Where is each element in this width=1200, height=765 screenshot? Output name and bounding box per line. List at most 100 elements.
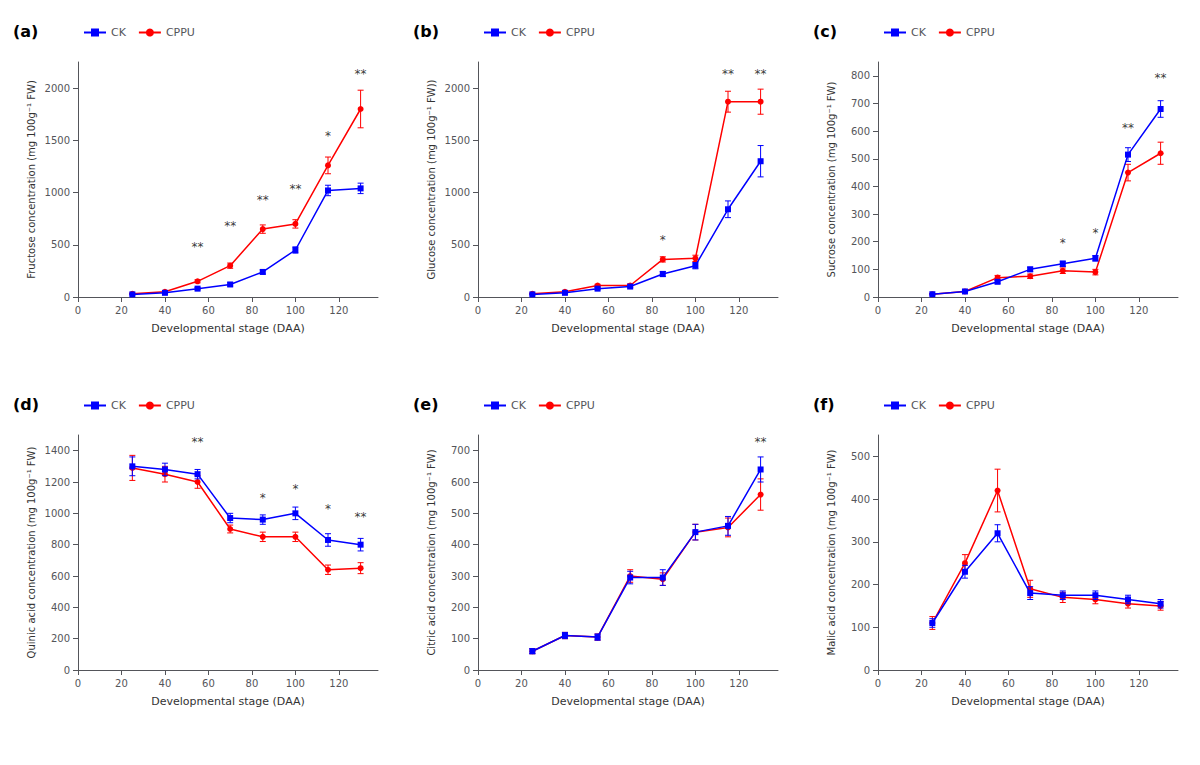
svg-text:1500: 1500 bbox=[445, 135, 470, 146]
svg-text:600: 600 bbox=[51, 571, 70, 582]
svg-text:CK: CK bbox=[511, 399, 527, 412]
svg-text:0: 0 bbox=[475, 305, 481, 316]
svg-text:80: 80 bbox=[1046, 678, 1059, 689]
svg-text:*: * bbox=[1060, 236, 1066, 250]
svg-text:1200: 1200 bbox=[45, 477, 70, 488]
svg-text:**: ** bbox=[1155, 71, 1167, 85]
svg-text:80: 80 bbox=[646, 678, 659, 689]
svg-text:CK: CK bbox=[511, 26, 527, 39]
svg-text:20: 20 bbox=[915, 305, 928, 316]
svg-text:Developmental stage (DAA): Developmental stage (DAA) bbox=[951, 695, 1105, 708]
svg-text:CK: CK bbox=[911, 399, 927, 412]
svg-text:Citric acid concentration (mg: Citric acid concentration (mg 100g⁻¹ FW) bbox=[426, 449, 437, 655]
svg-text:100: 100 bbox=[286, 305, 305, 316]
svg-text:100: 100 bbox=[286, 678, 305, 689]
svg-text:CPPU: CPPU bbox=[566, 26, 595, 39]
svg-text:700: 700 bbox=[851, 98, 870, 109]
svg-text:700: 700 bbox=[451, 445, 470, 456]
svg-text:200: 200 bbox=[51, 633, 70, 644]
svg-text:(b): (b) bbox=[413, 22, 439, 41]
svg-text:0: 0 bbox=[464, 665, 470, 676]
svg-text:0: 0 bbox=[464, 292, 470, 303]
svg-text:1000: 1000 bbox=[45, 508, 70, 519]
svg-text:20: 20 bbox=[515, 678, 528, 689]
svg-text:40: 40 bbox=[159, 305, 172, 316]
svg-text:100: 100 bbox=[686, 678, 705, 689]
svg-text:20: 20 bbox=[915, 678, 928, 689]
svg-text:*: * bbox=[325, 129, 331, 143]
svg-text:600: 600 bbox=[451, 477, 470, 488]
svg-text:500: 500 bbox=[851, 153, 870, 164]
svg-text:800: 800 bbox=[51, 539, 70, 550]
svg-text:**: ** bbox=[355, 510, 367, 524]
svg-text:0: 0 bbox=[864, 292, 870, 303]
svg-text:Glucose concentration (mg 100g: Glucose concentration (mg 100g⁻¹ FW)) bbox=[426, 79, 437, 279]
svg-text:80: 80 bbox=[246, 678, 259, 689]
svg-text:CPPU: CPPU bbox=[966, 399, 995, 412]
svg-text:300: 300 bbox=[851, 209, 870, 220]
svg-text:800: 800 bbox=[851, 70, 870, 81]
svg-text:(e): (e) bbox=[413, 395, 438, 414]
svg-text:100: 100 bbox=[1086, 305, 1105, 316]
svg-text:60: 60 bbox=[202, 678, 215, 689]
svg-text:600: 600 bbox=[851, 126, 870, 137]
svg-text:60: 60 bbox=[602, 305, 615, 316]
svg-text:(c): (c) bbox=[813, 22, 837, 41]
svg-text:2000: 2000 bbox=[45, 83, 70, 94]
svg-text:0: 0 bbox=[864, 665, 870, 676]
svg-text:120: 120 bbox=[329, 305, 348, 316]
svg-text:**: ** bbox=[355, 67, 367, 81]
svg-text:20: 20 bbox=[515, 305, 528, 316]
svg-text:20: 20 bbox=[115, 305, 128, 316]
svg-text:Developmental stage (DAA): Developmental stage (DAA) bbox=[551, 322, 705, 335]
svg-text:2000: 2000 bbox=[445, 83, 470, 94]
svg-text:0: 0 bbox=[475, 678, 481, 689]
svg-text:20: 20 bbox=[115, 678, 128, 689]
svg-text:*: * bbox=[1092, 226, 1098, 240]
svg-text:1000: 1000 bbox=[45, 187, 70, 198]
svg-text:1500: 1500 bbox=[45, 135, 70, 146]
svg-text:60: 60 bbox=[202, 305, 215, 316]
svg-text:**: ** bbox=[192, 240, 204, 254]
svg-text:0: 0 bbox=[75, 678, 81, 689]
svg-text:*: * bbox=[260, 491, 266, 505]
svg-text:80: 80 bbox=[1046, 305, 1059, 316]
svg-text:120: 120 bbox=[1129, 678, 1148, 689]
svg-text:120: 120 bbox=[329, 678, 348, 689]
svg-text:500: 500 bbox=[451, 508, 470, 519]
svg-text:0: 0 bbox=[64, 665, 70, 676]
svg-text:100: 100 bbox=[1086, 678, 1105, 689]
svg-text:(a): (a) bbox=[13, 22, 38, 41]
svg-text:*: * bbox=[660, 233, 666, 247]
svg-text:CPPU: CPPU bbox=[166, 26, 195, 39]
svg-text:**: ** bbox=[224, 219, 236, 233]
svg-text:120: 120 bbox=[1129, 305, 1148, 316]
svg-text:300: 300 bbox=[451, 571, 470, 582]
svg-text:Developmental stage (DAA): Developmental stage (DAA) bbox=[551, 695, 705, 708]
svg-text:200: 200 bbox=[451, 602, 470, 613]
svg-text:0: 0 bbox=[64, 292, 70, 303]
svg-text:**: ** bbox=[755, 67, 767, 81]
svg-text:60: 60 bbox=[602, 678, 615, 689]
svg-text:40: 40 bbox=[159, 678, 172, 689]
svg-text:300: 300 bbox=[851, 536, 870, 547]
svg-text:**: ** bbox=[755, 435, 767, 449]
svg-text:40: 40 bbox=[959, 305, 972, 316]
svg-text:100: 100 bbox=[851, 622, 870, 633]
svg-text:40: 40 bbox=[559, 305, 572, 316]
svg-text:500: 500 bbox=[451, 239, 470, 250]
svg-text:200: 200 bbox=[851, 236, 870, 247]
svg-text:400: 400 bbox=[851, 181, 870, 192]
svg-text:400: 400 bbox=[451, 539, 470, 550]
svg-text:(f): (f) bbox=[813, 395, 835, 414]
svg-text:80: 80 bbox=[646, 305, 659, 316]
svg-text:200: 200 bbox=[851, 579, 870, 590]
svg-text:120: 120 bbox=[729, 678, 748, 689]
svg-text:**: ** bbox=[289, 182, 301, 196]
svg-text:Sucrose concentration (mg 100g: Sucrose concentration (mg 100g⁻¹ FW) bbox=[826, 82, 837, 278]
svg-text:CPPU: CPPU bbox=[966, 26, 995, 39]
svg-text:1000: 1000 bbox=[445, 187, 470, 198]
svg-text:60: 60 bbox=[1002, 678, 1015, 689]
svg-text:(d): (d) bbox=[13, 395, 39, 414]
svg-text:40: 40 bbox=[959, 678, 972, 689]
